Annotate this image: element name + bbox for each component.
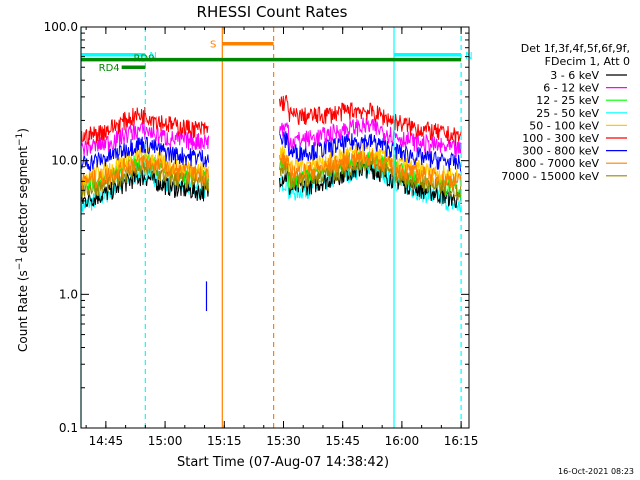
legend-entry-label: 800 - 7000 keV	[515, 157, 599, 170]
series-line-6-12kev	[80, 121, 209, 156]
legend-header-line-1: Det 1f,3f,4f,5f,6f,9f,	[521, 42, 630, 55]
x-tick-label: 15:15	[207, 434, 242, 448]
legend-entry-label: 3 - 6 keV	[550, 69, 599, 82]
x-tick-label: 15:00	[148, 434, 183, 448]
series-line-100-300kev	[279, 94, 462, 146]
generation-timestamp: 16-Oct-2021 08:23	[558, 467, 634, 476]
series-line-7000-15000kev	[80, 158, 209, 198]
series-layer	[80, 94, 462, 312]
x-tick-label: 15:30	[266, 434, 301, 448]
plot-frame	[80, 26, 470, 429]
legend-entry-label: 25 - 50 keV	[536, 107, 599, 120]
series-line-6-12kev	[279, 117, 462, 157]
flag-label-rd9: RD9	[133, 54, 154, 65]
x-axis-label: Start Time (07-Aug-07 14:38:42)	[177, 455, 389, 470]
flag-label-s: S	[210, 40, 216, 51]
legend-entry-label: 100 - 300 keV	[522, 132, 599, 145]
vertical-lines-layer	[80, 27, 462, 428]
y-tick-label: 0.1	[59, 421, 78, 435]
legend-header-line-2: FDecim 1, Att 0	[545, 55, 630, 68]
series-line-3-6kev	[80, 168, 209, 209]
series-line-800-7000kev	[80, 153, 209, 193]
chart-title: RHESSI Count Rates	[197, 3, 348, 21]
x-tick-label: 16:00	[385, 434, 420, 448]
y-ticks: 0.1 1.0 10.0 100.0	[44, 20, 469, 435]
series-line-100-300kev	[80, 107, 209, 146]
x-tick-label: 14:45	[89, 434, 124, 448]
x-tick-label: 16:15	[444, 434, 479, 448]
legend-entry-label: 300 - 800 keV	[522, 145, 599, 158]
x-tick-label: 15:45	[325, 434, 360, 448]
legend: Det 1f,3f,4f,5f,6f,9f, FDecim 1, Att 0 3…	[501, 42, 630, 183]
flag-label-n: N	[149, 51, 156, 62]
series-line-800-7000kev	[279, 149, 462, 190]
legend-entry-label: 12 - 25 keV	[536, 94, 599, 107]
series-line-300-800kev	[80, 136, 209, 172]
y-tick-label: 10.0	[51, 154, 78, 168]
x-ticks: 14:45 15:00 15:15 15:30 15:45 16:00 16:15	[85, 27, 479, 448]
legend-entry-label: 7000 - 15000 keV	[501, 170, 599, 183]
flag-label-rd4: RD4	[99, 63, 120, 74]
legend-entry-label: 50 - 100 keV	[529, 119, 599, 132]
legend-entry-label: 6 - 12 keV	[543, 82, 599, 95]
y-axis-label: Count Rate (s−1 detector segment−1)	[15, 128, 30, 352]
y-tick-label: 100.0	[44, 20, 78, 34]
y-tick-label: 1.0	[59, 287, 78, 301]
series-line-300-800kev	[279, 131, 462, 174]
